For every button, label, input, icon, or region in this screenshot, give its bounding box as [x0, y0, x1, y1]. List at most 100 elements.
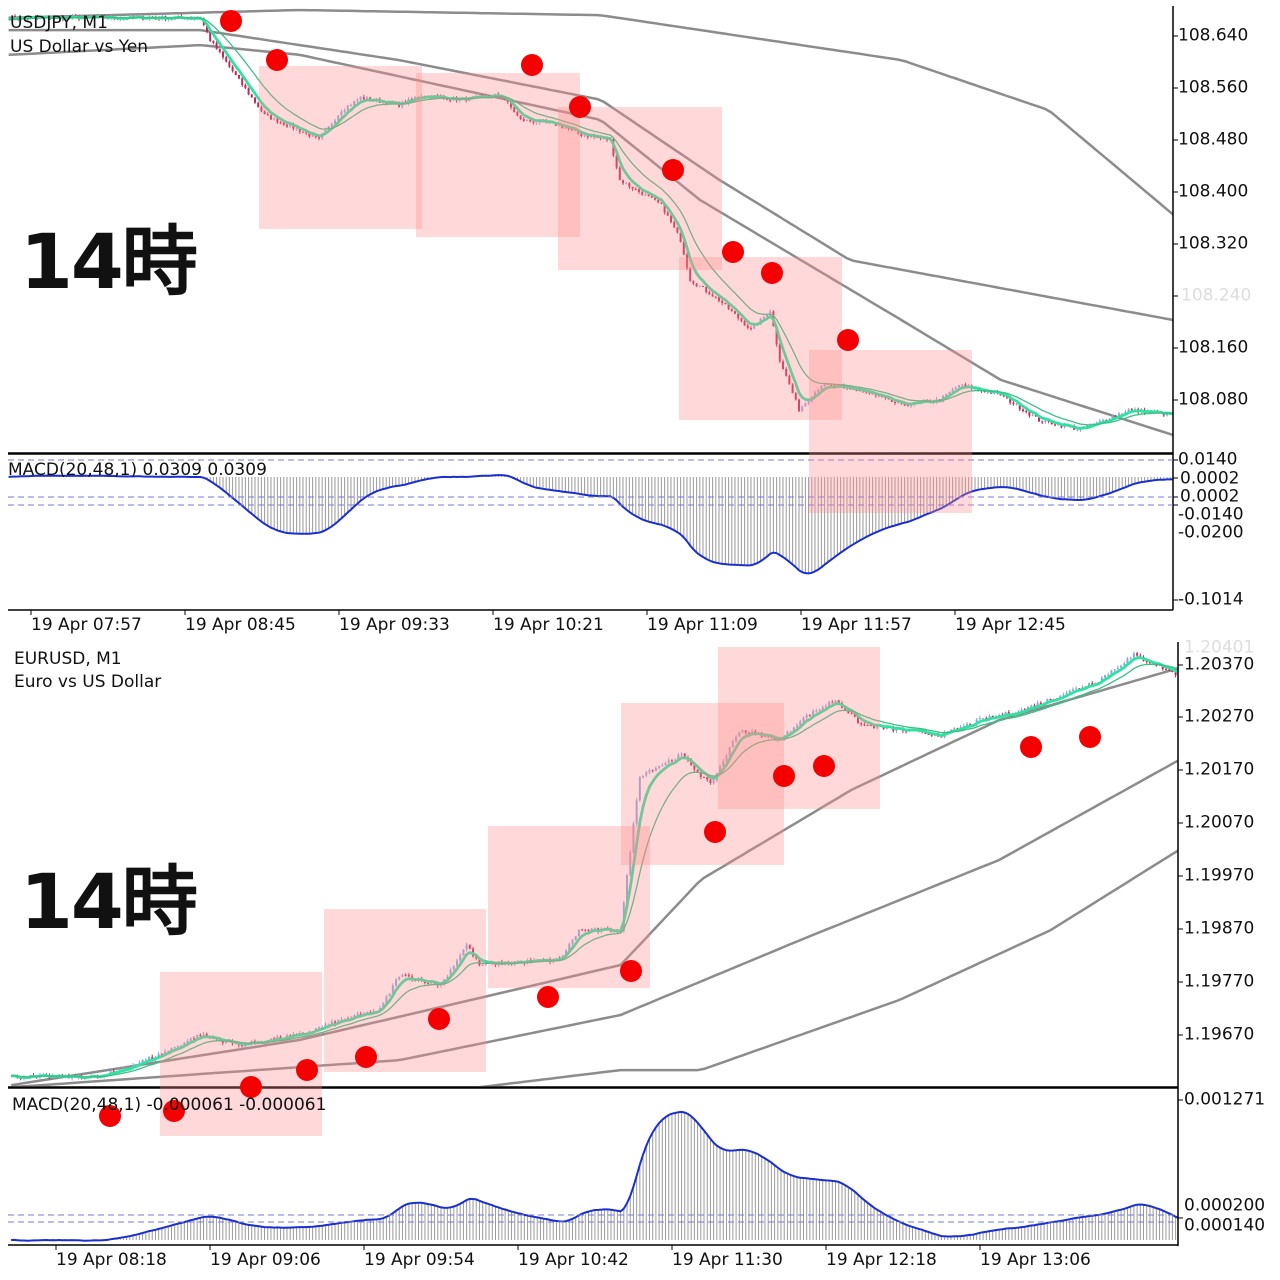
candle-body [244, 84, 247, 89]
candle-body [593, 928, 596, 930]
candle-body [164, 1051, 167, 1055]
candle-body [148, 1057, 151, 1060]
time-tick: 19 Apr 09:06 [210, 1250, 321, 1270]
candle-body [526, 119, 528, 121]
candle-body [677, 754, 680, 761]
candle-body [1033, 705, 1036, 708]
candle-body [407, 975, 410, 977]
candle-body [638, 189, 640, 192]
candle-body [446, 976, 449, 980]
candle-body [1050, 421, 1053, 425]
candle-body [465, 944, 468, 950]
candle-body [337, 115, 340, 121]
axis-tick-marks [30, 35, 1183, 1250]
candle-body [954, 387, 957, 390]
macd-tick: 0.001271 [1184, 1089, 1266, 1110]
candle-body [828, 702, 831, 707]
candle-body [250, 94, 253, 98]
band-line [10, 667, 1178, 1086]
candle-body [794, 393, 797, 400]
candle-body [327, 1024, 330, 1026]
candle-body [632, 823, 635, 853]
candle-body [241, 78, 244, 85]
candle-body [590, 928, 593, 932]
candle-body [991, 715, 994, 718]
candle-body [1054, 424, 1056, 426]
usdjpy-description: US Dollar vs Yen [10, 37, 149, 57]
candle-body [887, 398, 890, 400]
time-tick: 19 Apr 09:33 [339, 615, 450, 635]
candle-body [427, 983, 430, 985]
candle-body [382, 1003, 385, 1009]
candle-body [890, 398, 893, 402]
eurusd-description: Euro vs US Dollar [14, 672, 162, 692]
candle-body [1028, 412, 1031, 416]
highlight-box [160, 972, 322, 1136]
macd-tick: 0.0002 [1180, 486, 1240, 507]
candle-body [1098, 420, 1101, 423]
candle-body [330, 123, 333, 127]
candle-body [1111, 416, 1114, 420]
highlight-box [324, 909, 486, 1072]
candle-body [270, 115, 272, 120]
candle-body [660, 202, 663, 204]
candle-body [225, 57, 228, 62]
candle-body [734, 311, 736, 314]
candle-body [753, 324, 756, 329]
candle-body [516, 112, 519, 116]
candle-body [778, 344, 781, 362]
candle-body [151, 1057, 154, 1059]
candle-body [196, 1034, 199, 1040]
candle-body [746, 325, 749, 328]
candle-body [1148, 661, 1151, 664]
candle-body [586, 135, 589, 138]
candle-body [356, 1013, 359, 1016]
candle-body [881, 396, 884, 398]
marker-dot [773, 765, 795, 787]
candle-body [737, 313, 740, 319]
candle-body [302, 131, 304, 133]
candle-body [1025, 411, 1028, 413]
marker-dot [1020, 736, 1042, 758]
marker-dot [704, 821, 726, 843]
candle-body [350, 104, 352, 106]
candle-body [648, 770, 651, 773]
marker-dot [355, 1046, 377, 1068]
candle-body [1168, 669, 1171, 671]
candle-body [359, 97, 362, 100]
band-line [11, 759, 1178, 1086]
candle-body [964, 384, 967, 387]
candle-body [775, 326, 778, 345]
candle-body [1132, 653, 1135, 658]
candle-body [577, 929, 580, 937]
candle-body [686, 254, 688, 269]
candle-body [459, 955, 462, 961]
candle-body [1107, 674, 1110, 676]
marker-dot [266, 49, 288, 71]
time-tick: 19 Apr 11:09 [647, 615, 758, 635]
candle-body [722, 761, 725, 767]
candle-body [741, 730, 744, 732]
candle-body [298, 128, 301, 132]
candle-body [532, 121, 535, 123]
candle-body [212, 40, 215, 43]
candle-body [743, 321, 746, 326]
candle-body [634, 188, 637, 190]
candle-body [818, 709, 821, 712]
candle-body [1002, 395, 1005, 397]
candle-body [815, 711, 818, 713]
candle-body [674, 760, 677, 762]
candle-body [817, 390, 820, 393]
candle-body [231, 66, 234, 72]
candle-body [401, 974, 404, 977]
price-tick: 1.20070 [1184, 812, 1255, 833]
candle-body [199, 1034, 202, 1037]
candle-body [234, 1043, 237, 1045]
candle-body [714, 296, 717, 298]
candle-body [860, 723, 863, 725]
marker-dot [537, 986, 559, 1008]
candle-body [738, 731, 741, 737]
candle-body [1145, 660, 1148, 662]
candle-body [798, 399, 800, 412]
candle-body [1110, 670, 1113, 675]
